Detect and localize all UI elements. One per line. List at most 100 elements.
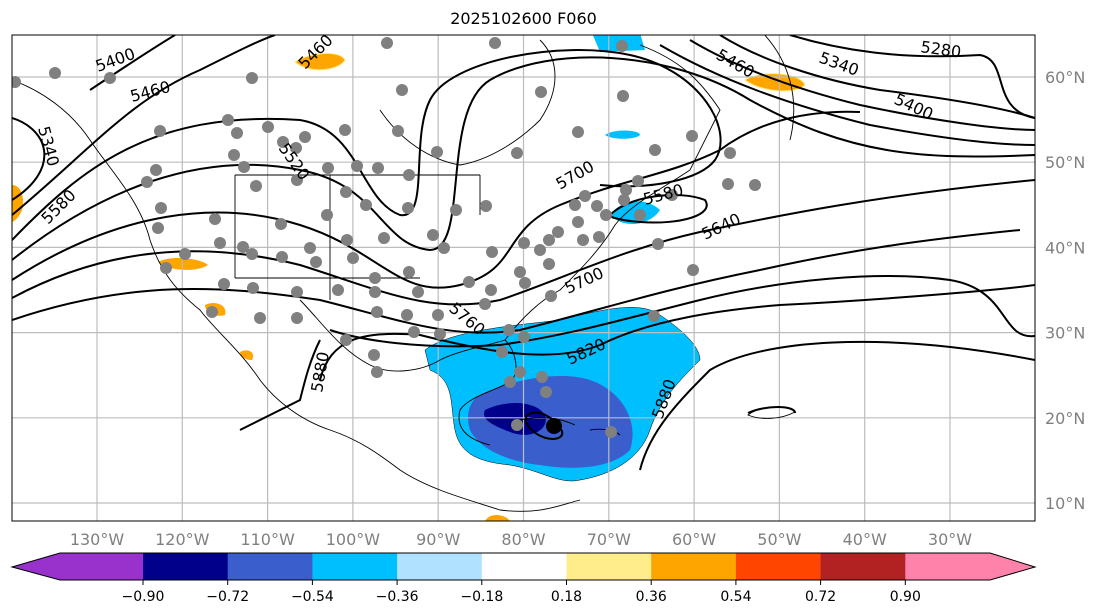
station-marker xyxy=(648,310,660,322)
station-marker xyxy=(228,149,240,161)
station-marker xyxy=(209,213,221,225)
colorbar-extend-low xyxy=(12,553,60,580)
colorbar-tick-label: −0.72 xyxy=(206,589,249,605)
station-marker xyxy=(155,202,167,214)
station-marker xyxy=(214,237,226,249)
station-marker xyxy=(514,366,526,378)
contour-label: 5640 xyxy=(699,209,744,243)
colorbar-segment xyxy=(820,553,906,580)
colorbar-tick-label: 0.18 xyxy=(551,589,582,605)
station-marker xyxy=(378,232,390,244)
station-marker xyxy=(652,238,664,250)
station-marker xyxy=(438,242,450,254)
station-marker xyxy=(49,67,61,79)
station-marker xyxy=(396,84,408,96)
station-marker xyxy=(321,209,333,221)
station-marker xyxy=(649,144,661,156)
station-marker xyxy=(246,248,258,260)
station-marker xyxy=(206,306,218,318)
station-marker xyxy=(427,229,439,241)
station-marker xyxy=(600,209,612,221)
colorbar-tick-label: −0.90 xyxy=(122,589,165,605)
station-marker xyxy=(369,272,381,284)
station-marker xyxy=(290,142,302,154)
station-marker xyxy=(480,200,492,212)
station-marker xyxy=(450,204,462,216)
colorbar-segment xyxy=(312,553,398,580)
colorbar-segment xyxy=(735,553,822,580)
contour-label: 5880 xyxy=(307,350,333,393)
station-marker xyxy=(12,76,21,88)
storm-center-marker xyxy=(546,418,562,434)
station-marker xyxy=(534,244,546,256)
lat-tick-label: 20°N xyxy=(1045,409,1085,428)
station-marker xyxy=(368,349,380,361)
graticule xyxy=(12,35,1035,521)
height-contours xyxy=(12,35,1035,471)
contour-label: 5580 xyxy=(37,186,79,228)
station-marker xyxy=(351,160,363,172)
station-marker xyxy=(392,125,404,137)
contour-label: 5580 xyxy=(641,180,685,209)
station-marker xyxy=(503,324,515,336)
station-marker xyxy=(569,199,581,211)
station-marker xyxy=(518,331,530,343)
lon-tick-label: 90°W xyxy=(416,530,460,549)
station-marker xyxy=(412,286,424,298)
station-marker xyxy=(593,231,605,243)
lon-tick-label: 50°W xyxy=(757,530,801,549)
station-marker xyxy=(340,186,352,198)
station-marker xyxy=(246,72,258,84)
station-marker xyxy=(617,90,629,102)
station-marker xyxy=(511,147,523,159)
station-marker xyxy=(247,282,259,294)
station-marker xyxy=(605,426,617,438)
lon-tick-label: 70°W xyxy=(587,530,631,549)
station-marker xyxy=(332,284,344,296)
station-marker xyxy=(552,226,564,238)
station-marker xyxy=(579,190,591,202)
lat-tick-label: 60°N xyxy=(1045,68,1085,87)
station-marker xyxy=(291,174,303,186)
station-marker xyxy=(160,262,172,274)
station-markers xyxy=(12,37,761,438)
colorbar-tick-label: −0.36 xyxy=(376,589,419,605)
station-marker xyxy=(275,218,287,230)
station-marker xyxy=(543,234,555,246)
station-marker xyxy=(504,376,516,388)
station-marker xyxy=(632,175,644,187)
station-marker xyxy=(724,147,736,159)
station-marker xyxy=(686,130,698,142)
station-marker xyxy=(496,346,508,358)
station-marker xyxy=(722,178,734,190)
station-marker xyxy=(545,290,557,302)
station-marker xyxy=(687,264,699,276)
station-marker xyxy=(277,136,289,148)
lat-tick-label: 10°N xyxy=(1045,494,1085,513)
station-marker xyxy=(381,37,393,49)
colorbar-segment xyxy=(651,553,737,580)
station-marker xyxy=(577,234,589,246)
station-marker xyxy=(401,309,413,321)
lon-tick-label: 30°W xyxy=(928,530,972,549)
station-marker xyxy=(518,237,530,249)
station-marker xyxy=(540,386,552,398)
station-marker xyxy=(572,216,584,228)
colorbar-segment xyxy=(905,553,991,580)
axis-ticks: 130°W 120°W 110°W 100°W 90°W 80°W 70°W 60°W 50°W… xyxy=(70,68,1086,549)
colorbar-segment xyxy=(566,553,652,580)
station-marker xyxy=(254,312,266,324)
colorbar-outline xyxy=(10,552,1037,581)
colorbar-tick-label: −0.54 xyxy=(291,589,334,605)
station-marker xyxy=(360,199,372,211)
station-marker xyxy=(432,309,444,321)
contour-label: 5280 xyxy=(919,37,962,61)
station-marker xyxy=(572,126,584,138)
station-marker xyxy=(104,72,116,84)
colorbar-segment xyxy=(227,553,313,580)
station-marker xyxy=(489,37,501,49)
station-marker xyxy=(150,164,162,176)
station-marker xyxy=(403,169,415,181)
station-marker xyxy=(591,200,603,212)
